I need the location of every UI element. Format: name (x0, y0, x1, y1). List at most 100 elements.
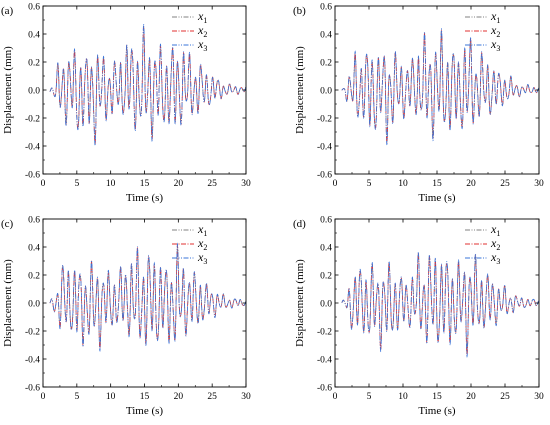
legend-subscript: 2 (496, 243, 500, 252)
legend-main: x (490, 9, 497, 23)
plot-frame (334, 218, 540, 388)
legend-label-x3: x3 (197, 37, 207, 53)
y-tick-label: 0.4 (28, 243, 40, 253)
x-tick-label: 0 (41, 392, 46, 402)
legend-label-x2: x2 (197, 23, 207, 39)
chart-panel-d: 0 5 10 15 20 25 30 -0.6 -0.4 -0.2 0.0 0.2 0.4 0.6 Time… (293, 215, 544, 417)
y-tick-label: -0.2 (317, 114, 332, 124)
series-line-x3 (49, 242, 247, 352)
x-tick-label: 25 (500, 392, 510, 402)
legend-main: x (197, 222, 204, 236)
panel-label: (b) (293, 5, 306, 17)
legend-main: x (197, 37, 204, 51)
series-line-x2 (49, 25, 247, 146)
x-tick-label: 15 (432, 392, 442, 402)
x-tick-label: 20 (174, 179, 184, 189)
panel-label: (c) (1, 218, 14, 230)
panel-label: (d) (293, 218, 306, 230)
legend-subscript: 2 (496, 30, 500, 39)
y-tick-label: 0.6 (28, 215, 40, 225)
legend-main: x (197, 250, 204, 264)
x-tick-label: 20 (466, 392, 476, 402)
legend-main: x (197, 23, 204, 37)
x-axis-label: Time (s) (418, 405, 456, 417)
y-tick-label: 0.0 (320, 86, 332, 96)
x-axis-label: Time (s) (126, 192, 164, 204)
legend-label-x2: x2 (490, 23, 500, 39)
legend-main: x (490, 236, 497, 250)
x-tick-label: 15 (140, 179, 150, 189)
y-tick-label: -0.4 (25, 355, 40, 365)
x-axis-label: Time (s) (418, 192, 456, 204)
y-tick-label: -0.6 (317, 383, 332, 393)
y-tick-label: -0.2 (25, 114, 40, 124)
legend-subscript: 1 (203, 229, 207, 238)
x-tick-label: 5 (367, 179, 372, 189)
y-tick-label: 0.2 (320, 271, 332, 281)
legend-label-x3: x3 (197, 250, 207, 266)
x-tick-label: 10 (398, 392, 408, 402)
x-axis-label: Time (s) (126, 405, 164, 417)
series-line-x3 (49, 23, 247, 147)
legend-subscript: 1 (496, 16, 500, 25)
plot-frame (334, 5, 540, 175)
y-tick-label: 0.4 (28, 30, 40, 40)
x-tick-label: 10 (398, 179, 408, 189)
chart-panel-b: 0 5 10 15 20 25 30 -0.6 -0.4 -0.2 0.0 0.2 0.4 0.6 Time… (293, 2, 544, 204)
y-tick-label: -0.4 (25, 142, 40, 152)
legend-label-x1: x1 (490, 222, 500, 238)
legend-subscript: 3 (203, 44, 207, 53)
legend-label-x1: x1 (197, 9, 207, 25)
x-tick-label: 0 (333, 392, 338, 402)
y-tick-label: 0.4 (320, 243, 332, 253)
legend-main: x (490, 23, 497, 37)
x-tick-label: 20 (174, 392, 184, 402)
legend-label-x2: x2 (490, 236, 500, 252)
y-tick-label: 0.6 (28, 2, 40, 12)
legend-subscript: 3 (496, 257, 500, 266)
x-tick-label: 30 (241, 179, 251, 189)
x-tick-label: 25 (207, 392, 217, 402)
legend-subscript: 1 (203, 16, 207, 25)
y-tick-label: -0.6 (25, 383, 40, 393)
y-axis-label: Displacement (mm) (2, 46, 14, 134)
y-tick-label: -0.2 (25, 327, 40, 337)
y-tick-label: -0.6 (317, 170, 332, 180)
panel-label: (a) (1, 5, 14, 17)
y-tick-label: 0.2 (28, 271, 40, 281)
legend-main: x (197, 9, 204, 23)
x-tick-label: 5 (74, 392, 79, 402)
y-tick-label: -0.4 (317, 355, 332, 365)
legend-label-x1: x1 (490, 9, 500, 25)
series-line-x3 (341, 251, 540, 358)
legend-subscript: 2 (203, 243, 207, 252)
chart-panel-c: 0 5 10 15 20 25 30 -0.6 -0.4 -0.2 0.0 0.2 0.4 0.6 Time… (1, 215, 251, 417)
legend-subscript: 1 (496, 229, 500, 238)
legend-subscript: 3 (203, 257, 207, 266)
x-tick-label: 15 (140, 392, 150, 402)
y-tick-label: -0.2 (317, 327, 332, 337)
legend-label-x3: x3 (490, 37, 500, 53)
legend-main: x (197, 236, 204, 250)
x-tick-label: 30 (241, 392, 251, 402)
legend-main: x (490, 37, 497, 51)
x-tick-label: 10 (106, 392, 116, 402)
x-tick-label: 25 (500, 179, 510, 189)
x-tick-label: 10 (106, 179, 116, 189)
legend-subscript: 2 (203, 30, 207, 39)
y-tick-label: 0.2 (320, 58, 332, 68)
legend-main: x (490, 222, 497, 236)
y-tick-label: -0.4 (317, 142, 332, 152)
y-tick-label: 0.2 (28, 58, 40, 68)
x-tick-label: 5 (367, 392, 372, 402)
y-axis-label: Displacement (mm) (2, 259, 14, 347)
chart-panel-a: 0 5 10 15 20 25 30 -0.6 -0.4 -0.2 0.0 0.2 0.4 0.6 Time… (1, 2, 251, 204)
legend-subscript: 3 (496, 44, 500, 53)
x-tick-label: 15 (432, 179, 442, 189)
x-tick-label: 0 (333, 179, 338, 189)
